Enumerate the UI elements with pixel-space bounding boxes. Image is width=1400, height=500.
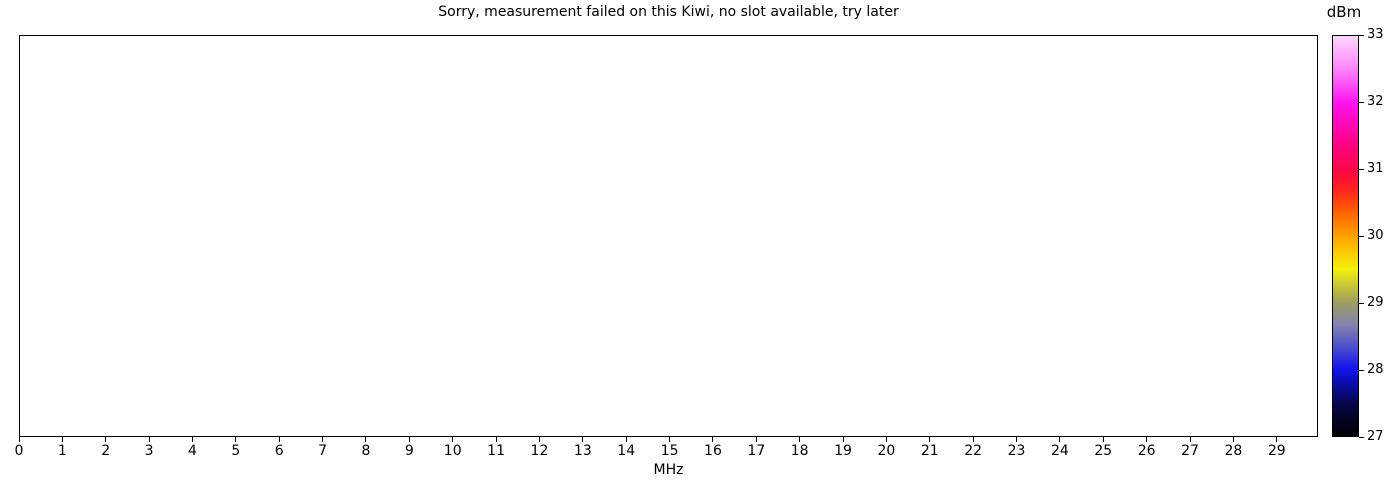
x-tick-mark	[191, 437, 193, 442]
chart-title: Sorry, measurement failed on this Kiwi, …	[438, 4, 899, 20]
colorbar-tick-label: 33	[1367, 27, 1384, 42]
x-tick-label: 24	[1051, 443, 1069, 459]
x-tick-mark	[18, 437, 20, 442]
x-tick-mark	[1276, 437, 1278, 442]
x-tick-label: 28	[1224, 443, 1243, 459]
colorbar-tick-mark	[1359, 369, 1364, 371]
x-tick-mark	[365, 437, 367, 442]
x-tick-label: 9	[404, 443, 414, 459]
x-tick-label: 11	[487, 443, 505, 459]
x-tick-mark	[755, 437, 757, 442]
colorbar-tick-mark	[1359, 34, 1364, 36]
x-tick-mark	[669, 437, 671, 442]
x-tick-label: 29	[1267, 443, 1286, 459]
x-tick-mark	[712, 437, 714, 442]
x-tick-label: 26	[1137, 443, 1156, 459]
x-tick-mark	[61, 437, 63, 442]
x-tick-label: 15	[660, 443, 679, 459]
x-tick-label: 12	[530, 443, 549, 459]
x-tick-label: 1	[57, 443, 67, 459]
x-tick-mark	[105, 437, 107, 442]
x-tick-label: 27	[1181, 443, 1199, 459]
x-tick-mark	[1016, 437, 1018, 442]
x-tick-mark	[235, 437, 237, 442]
x-tick-label: 7	[318, 443, 328, 459]
x-tick-mark	[1232, 437, 1234, 442]
colorbar-tick-label: 29	[1367, 295, 1384, 310]
x-tick-label: 22	[964, 443, 983, 459]
x-tick-mark	[1189, 437, 1191, 442]
x-tick-label: 5	[231, 443, 241, 459]
x-tick-label: 0	[14, 443, 24, 459]
x-tick-mark	[1102, 437, 1104, 442]
x-tick-mark	[452, 437, 454, 442]
x-tick-label: 23	[1007, 443, 1026, 459]
x-tick-label: 4	[188, 443, 197, 459]
colorbar-tick-mark	[1359, 436, 1364, 438]
x-tick-mark	[799, 437, 801, 442]
x-tick-mark	[625, 437, 627, 442]
x-tick-mark	[582, 437, 584, 442]
plot-area	[19, 35, 1318, 437]
x-tick-label: 13	[573, 443, 592, 459]
x-tick-label: 10	[443, 443, 462, 459]
x-tick-mark	[842, 437, 844, 442]
x-tick-mark	[929, 437, 931, 442]
x-tick-label: 18	[790, 443, 809, 459]
x-tick-label: 17	[747, 443, 766, 459]
x-tick-label: 20	[877, 443, 896, 459]
x-tick-mark	[972, 437, 974, 442]
colorbar-tick-mark	[1359, 101, 1364, 103]
x-tick-label: 6	[274, 443, 284, 459]
x-tick-mark	[322, 437, 324, 442]
x-tick-mark	[408, 437, 410, 442]
x-tick-label: 14	[617, 443, 636, 459]
colorbar-tick-label: 28	[1367, 362, 1384, 377]
colorbar-tick-label: 27	[1367, 429, 1384, 444]
colorbar-tick-mark	[1359, 168, 1364, 170]
x-tick-label: 2	[101, 443, 111, 459]
x-tick-mark	[885, 437, 887, 442]
x-tick-mark	[1059, 437, 1061, 442]
x-tick-mark	[538, 437, 540, 442]
colorbar-gradient	[1332, 35, 1359, 437]
x-tick-mark	[148, 437, 150, 442]
x-tick-mark	[1146, 437, 1148, 442]
x-tick-mark	[495, 437, 497, 442]
colorbar-label: dBm	[1326, 3, 1362, 21]
x-tick-label: 25	[1094, 443, 1113, 459]
colorbar-tick-label: 32	[1367, 94, 1384, 109]
colorbar-tick-mark	[1359, 235, 1364, 237]
x-tick-label: 21	[920, 443, 939, 459]
colorbar-tick-label: 30	[1367, 228, 1384, 243]
colorbar-tick-mark	[1359, 302, 1364, 304]
x-tick-mark	[278, 437, 280, 442]
x-tick-label: 8	[361, 443, 371, 459]
x-tick-label: 16	[704, 443, 722, 459]
x-axis-label: MHz	[653, 462, 684, 478]
colorbar-tick-label: 31	[1367, 161, 1384, 176]
x-tick-label: 3	[144, 443, 154, 459]
x-tick-label: 19	[834, 443, 852, 459]
